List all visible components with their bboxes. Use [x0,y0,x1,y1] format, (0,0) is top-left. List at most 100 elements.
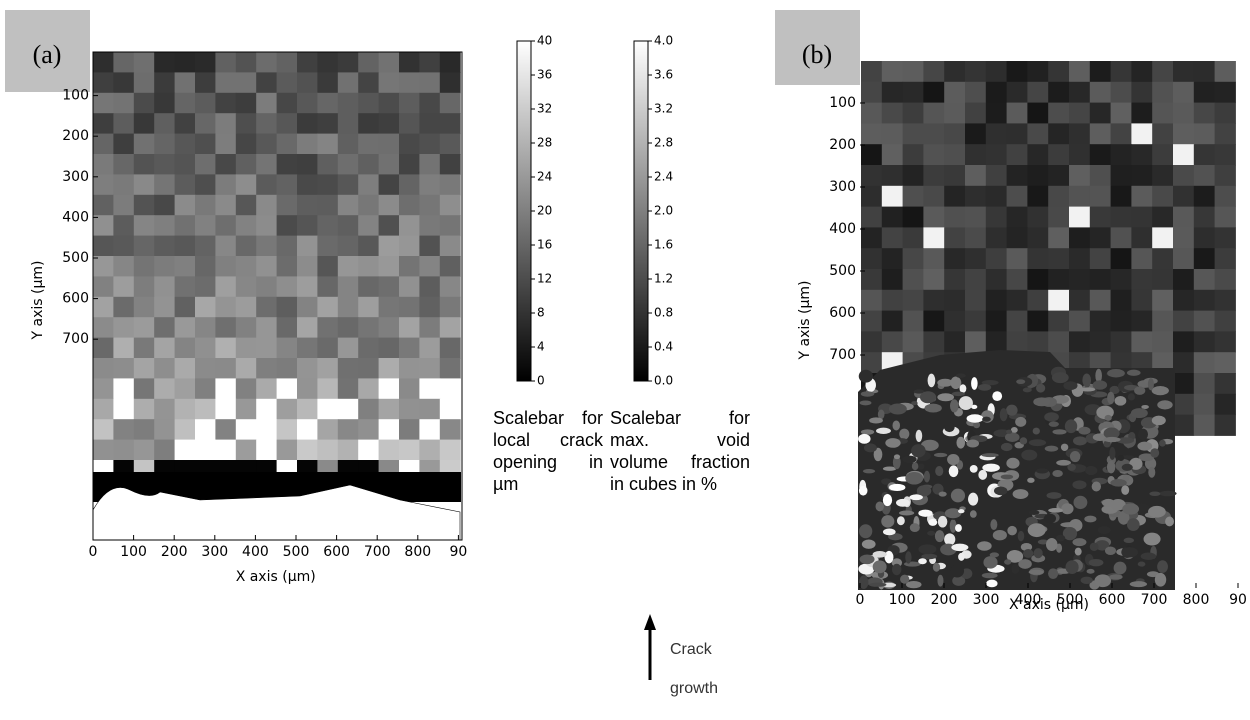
heatmap-cell [923,165,945,187]
heatmap-cell [235,439,257,461]
heatmap-cell [861,310,883,332]
surface-grain [950,488,966,503]
heatmap-cell [276,174,298,196]
heatmap-cell [861,206,883,228]
heatmap-cell [154,215,176,237]
heatmap-cell [419,113,441,135]
heatmap-cell [1006,61,1028,83]
heatmap-cell [419,133,441,155]
heatmap-cell [1214,393,1236,416]
heatmap-cell [235,317,257,339]
surface-grain [858,369,873,383]
surface-grain [911,444,926,458]
x-tick-label: 800 [1183,592,1210,608]
heatmap-cell [965,165,987,187]
x-tick-label: 800 [404,544,431,560]
x-tick-label: 0 [89,544,98,560]
heatmap-cell [1089,165,1112,187]
heatmap-cell [235,358,257,379]
heatmap-cell [174,378,196,400]
surface-grain [1130,408,1148,419]
heatmap-cell [297,419,318,441]
heatmap-cell [297,154,318,175]
crack-front [92,484,461,541]
heatmap-cell [944,248,966,270]
surface-grain [1027,477,1035,483]
heatmap-cell [965,331,987,353]
surface-grain [977,383,992,391]
heatmap-cell [256,113,278,135]
heatmap-cell [902,269,924,291]
surface-grain [1110,478,1127,487]
heatmap-cell [439,256,461,277]
heatmap-cell [861,352,883,374]
heatmap-cell [1214,289,1236,312]
heatmap-cell [235,256,257,277]
surface-grain [966,414,984,423]
surface-grain [948,465,959,478]
heatmap-cell [174,133,196,155]
surface-grain [1095,368,1102,383]
surface-grain [888,483,906,492]
surface-grain [885,438,901,448]
colorbar-tick-label: 20 [537,204,552,218]
heatmap-cell [944,227,966,249]
heatmap-cell [1069,61,1091,83]
heatmap-cell [1089,269,1112,291]
heatmap-cell [1027,102,1049,124]
heatmap-cell [317,317,339,339]
surface-grain [899,428,910,440]
colorbar [633,40,649,382]
heatmap-cell [174,276,196,298]
heatmap-cell [378,235,400,257]
heatmap-cell [235,215,257,237]
surface-grain [859,400,872,406]
heatmap-cell [1131,331,1153,353]
heatmap-cell [378,92,400,114]
heatmap-cell [358,72,380,94]
surface-grain [1107,369,1125,378]
colorbar-tick-label: 8 [537,306,545,320]
heatmap-cell [378,378,400,400]
surface-grain [1089,542,1099,552]
surface-grain [1028,439,1047,447]
heatmap-cell [965,61,987,83]
heatmap-cell [195,439,216,461]
surface-grain [1126,518,1140,531]
y-tick-label: 700 [829,347,856,363]
heatmap-cell [93,194,114,216]
heatmap-cell [861,144,883,166]
surface-grain [1028,569,1044,575]
heatmap-cell [419,92,441,114]
colorbar-tick-label: 16 [537,238,552,252]
heatmap-cell [133,337,155,359]
surface-grain [971,377,978,390]
x-tick-label: 300 [973,592,1000,608]
heatmap-cell [337,276,359,298]
heatmap-cell [1214,81,1236,104]
heatmap-cell [1069,289,1091,312]
surface-grain [909,523,920,533]
heatmap-cell [1214,102,1236,124]
heatmap-cell [439,215,461,237]
heatmap-cell [154,398,176,420]
heatmap-cell [902,61,924,83]
surface-grain [1129,581,1148,588]
heatmap-cell [276,52,298,73]
heatmap-cell [881,269,904,291]
heatmap-cell [861,61,883,83]
heatmap-cell [1131,185,1153,208]
heatmap-cell [419,398,441,420]
heatmap-cell [1069,144,1091,166]
heatmap-cell [1069,331,1091,353]
heatmap-cell [902,206,924,228]
surface-grain [902,455,917,464]
surface-grain [989,552,1000,558]
heatmap-cell [1131,81,1153,104]
heatmap-cell [133,92,155,114]
surface-grain [956,436,966,449]
surface-grain [981,380,999,386]
heatmap-cell [1089,227,1112,249]
heatmap-cell [1089,289,1112,312]
heatmap-cell [358,52,380,73]
